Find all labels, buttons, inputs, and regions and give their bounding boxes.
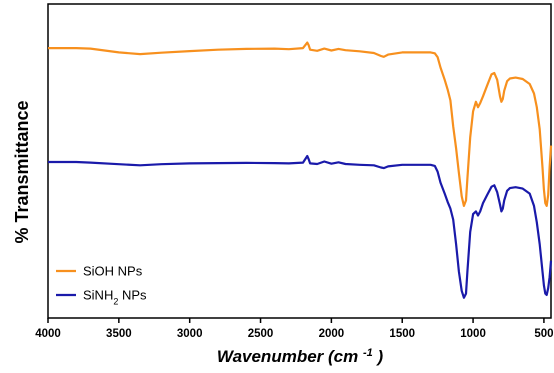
- x-tick-label: 3000: [177, 328, 203, 340]
- x-axis-title-exponent: -1: [363, 347, 373, 359]
- y-axis-title: % Transmittance: [12, 100, 32, 243]
- legend-label: SiNH2 NPs: [83, 288, 147, 307]
- x-tick-label: 1000: [460, 328, 486, 340]
- x-axis-title-main: Wavenumber (cm: [217, 347, 358, 366]
- x-axis-title: Wavenumber (cm -1 ): [217, 347, 384, 366]
- x-tick-label: 500: [534, 328, 553, 340]
- series-line-sinh2: [48, 154, 553, 299]
- x-tick-label: 3500: [106, 328, 132, 340]
- x-tick-label: 1500: [389, 328, 415, 340]
- series-line-sioh: [48, 41, 553, 207]
- x-axis: 4000 3500 3000 2500 2000 1500 1000 500: [35, 318, 554, 340]
- legend-label: SiOH NPs: [83, 264, 143, 279]
- x-tick-label: 2500: [248, 328, 274, 340]
- plot-area: [47, 3, 553, 319]
- x-axis-title-close: ): [375, 347, 383, 366]
- x-tick-label: 4000: [35, 328, 61, 340]
- x-tick-label: 2000: [319, 328, 345, 340]
- legend: SiOH NPs SiNH2 NPs: [56, 264, 147, 307]
